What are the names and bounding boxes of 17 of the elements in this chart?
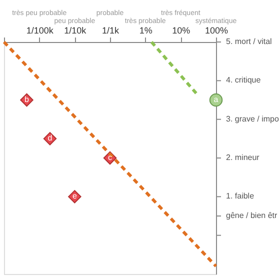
annotation: d — [48, 134, 52, 143]
annotation: c — [108, 153, 112, 162]
y-tick-label: gêne / bien êtr — [226, 211, 278, 220]
annotation: b — [24, 95, 30, 104]
x-tick-label: 10% — [172, 26, 190, 36]
y-tick-label: 4. critique — [226, 76, 262, 85]
annotation: a — [214, 95, 219, 104]
x-tick-label: 100% — [204, 26, 228, 36]
x-tick-label: 1/100k — [26, 26, 54, 36]
y-tick-label: 1. faible — [226, 192, 255, 201]
y-tick-label: 2. mineur — [226, 153, 260, 162]
annotation: e — [72, 192, 78, 201]
x-tick-label: 1/10k — [64, 26, 87, 36]
x-tick-label: 1/1k — [102, 26, 120, 36]
y-tick-label: 3. grave / impo — [226, 114, 280, 124]
x-tick-label: 1% — [139, 26, 152, 36]
y-tick-label: 5. mort / vital — [226, 37, 272, 46]
